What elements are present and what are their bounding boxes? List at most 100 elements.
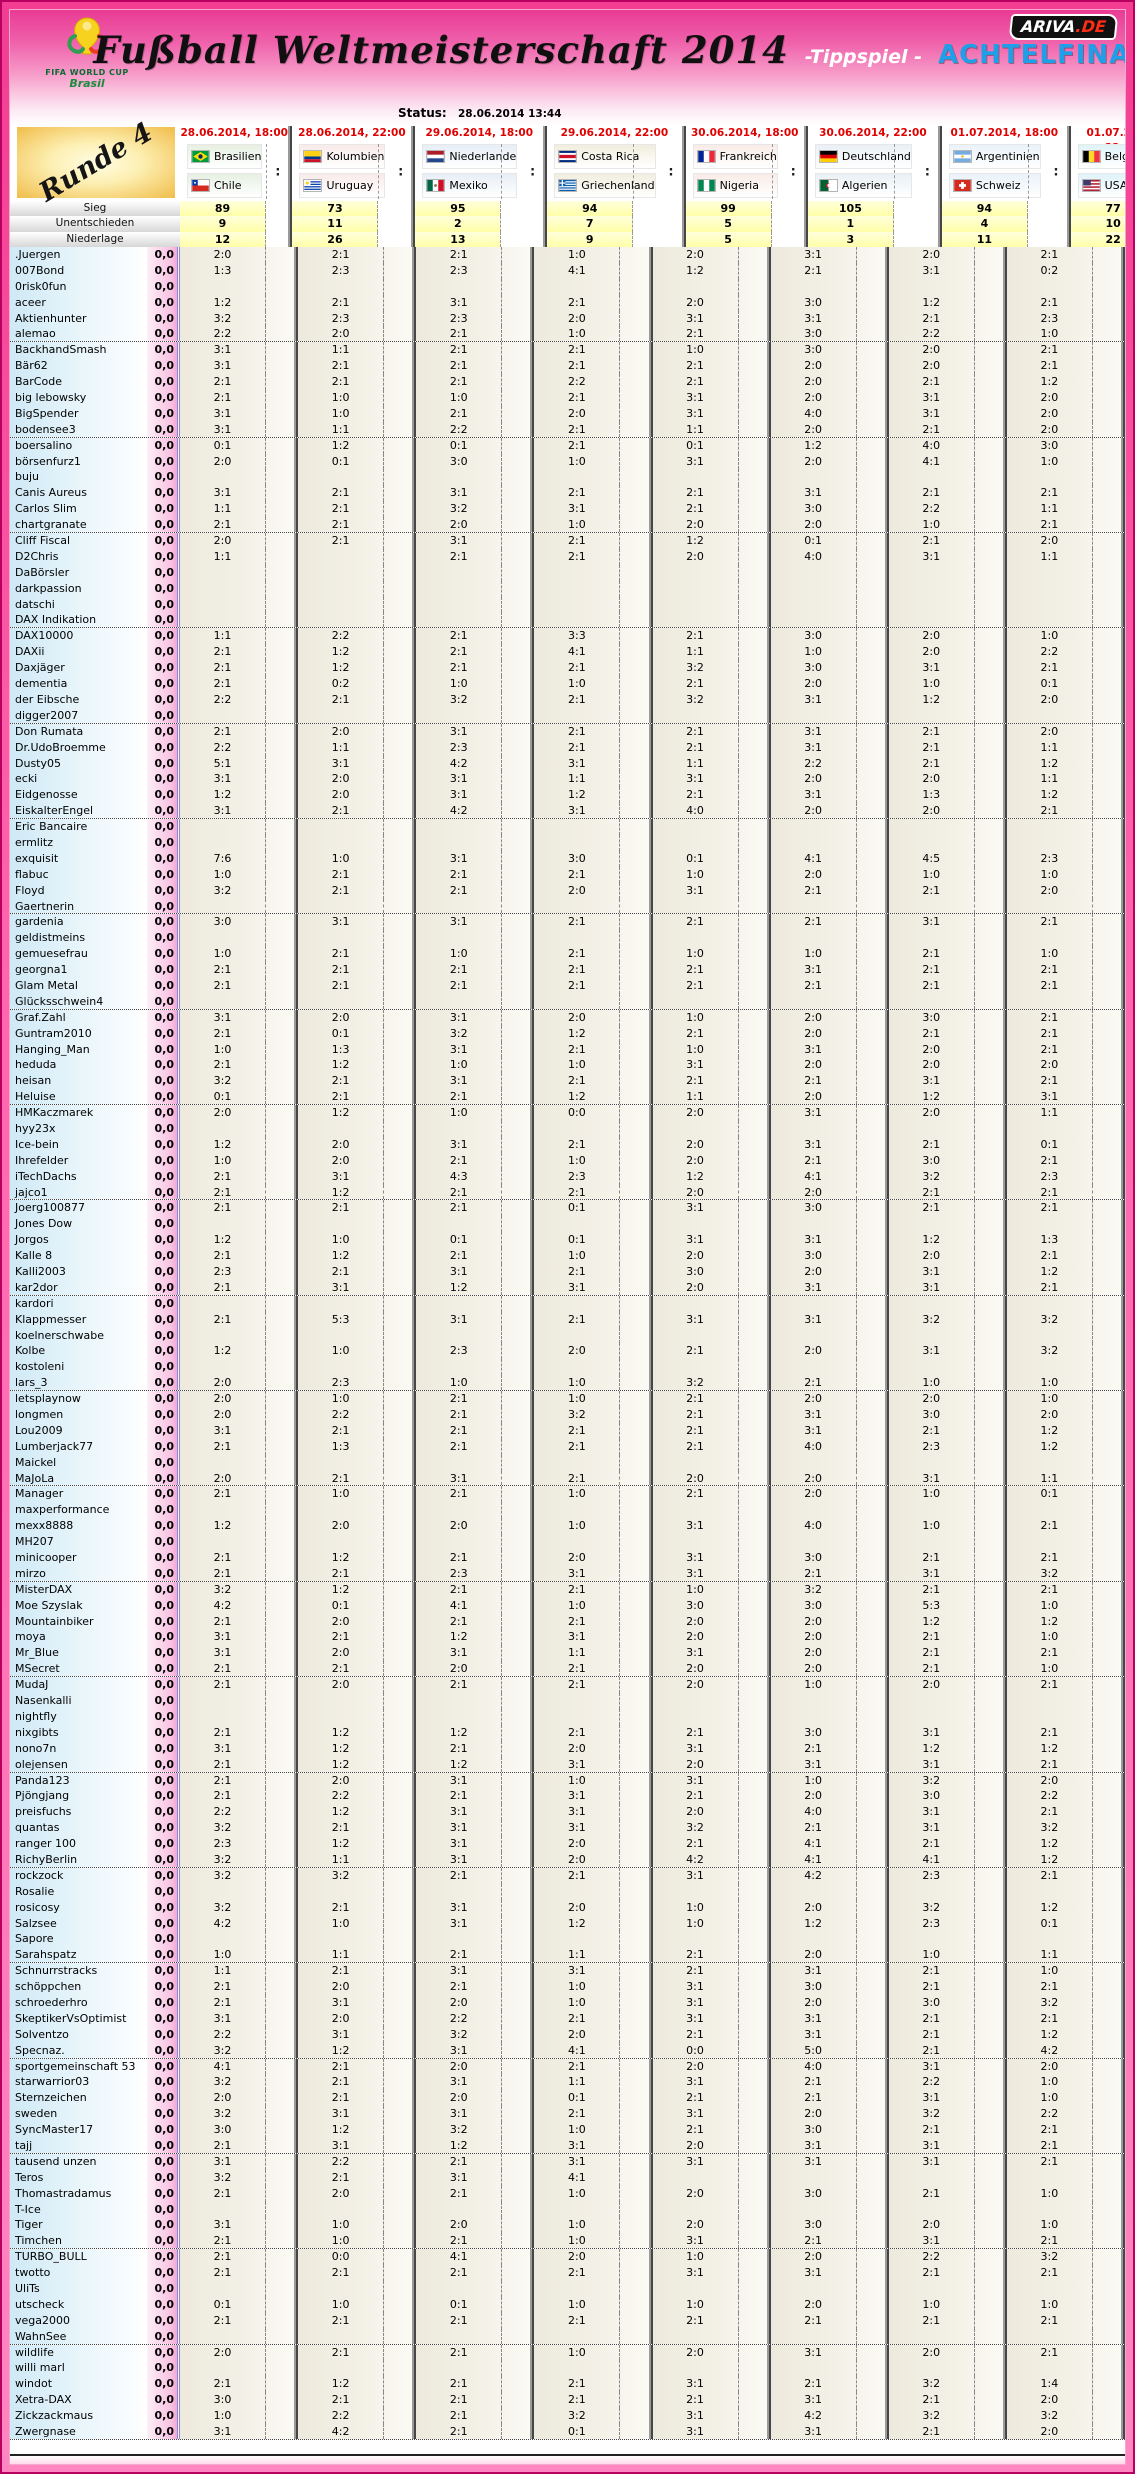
tip-cell: 2:0 [770, 2296, 889, 2313]
tip-cell: 1:0 [652, 1009, 771, 1026]
tip-value: 3:1 [653, 771, 739, 788]
tip-value: 2:1 [889, 1645, 975, 1662]
player-name: Gaertnerin [10, 898, 147, 914]
tip-cell: 0:1 [1006, 676, 1125, 692]
tip-cell: 2:0 [770, 1661, 889, 1677]
tip-value [180, 1359, 266, 1376]
match-datetime: 28.06.2014, 22:00 [298, 127, 406, 139]
tip-cell [416, 1454, 535, 1471]
tip-points [620, 978, 648, 994]
tip-cell: 2:1 [180, 1184, 299, 1200]
tip-points [739, 1773, 767, 1789]
player-name: maxperformance [10, 1502, 147, 1519]
tip-cell [534, 898, 653, 914]
tip-cell: 2:1 [180, 644, 299, 661]
tip-cell: 2:1 [888, 2392, 1007, 2409]
tip-cell: 1:0 [298, 1232, 417, 1249]
tip-points [857, 1264, 885, 1280]
tip-points [1093, 1916, 1121, 1932]
tip-points [384, 1153, 412, 1169]
tip-value: 0:1 [1007, 1486, 1093, 1503]
tip-value: 2:0 [534, 1851, 621, 1867]
tip-points [620, 422, 648, 437]
tip-value: 2:0 [771, 1788, 857, 1805]
tip-cell [888, 1883, 1007, 1900]
tip-points [739, 438, 767, 454]
tip-cell [180, 612, 299, 628]
tip-points [975, 2138, 1003, 2153]
tip-value: 3:1 [416, 1963, 503, 1980]
tip-value [416, 1295, 503, 1312]
tip-points [266, 422, 294, 437]
tip-value: 1:0 [1007, 1629, 1093, 1646]
player-score: 0,0 [147, 660, 180, 677]
tip-points [739, 2408, 767, 2424]
tip-value: 2:2 [298, 2153, 385, 2170]
tip-cell: 2:2 [888, 2249, 1007, 2266]
tip-cell: 3:1 [770, 2137, 889, 2153]
tip-value: 2:1 [653, 1343, 739, 1360]
tip-value: 3:1 [771, 2153, 857, 2170]
tip-value: 4:2 [771, 2408, 857, 2425]
tip-points [975, 771, 1003, 787]
tip-points [975, 835, 1003, 851]
tip-value: 3:0 [771, 2122, 857, 2138]
tip-value: 2:1 [1007, 2122, 1093, 2138]
tip-cell: 1:0 [534, 2185, 653, 2202]
tip-value [534, 1693, 621, 1709]
tip-cell: 4:5 [888, 850, 1007, 867]
tip-cell: 0:1 [298, 453, 417, 470]
tip-value: 2:1 [771, 2233, 857, 2249]
tip-points [857, 883, 885, 899]
tip-points [502, 438, 530, 454]
tip-cell [888, 278, 1007, 295]
tip-cell: 2:0 [888, 644, 1007, 661]
tip-value: 3:1 [416, 1772, 503, 1789]
tip-cell: 1:0 [1006, 326, 1125, 342]
tip-value: 2:1 [771, 1375, 857, 1391]
tip-value: 3:2 [889, 1168, 975, 1185]
tip-points [857, 1979, 885, 1995]
tip-cell: 1:2 [180, 1518, 299, 1535]
flag-uruguay-icon [303, 179, 323, 192]
tip-cell: 3:2 [652, 1375, 771, 1391]
tip-cell: 2:1 [534, 2376, 653, 2393]
tip-points [1093, 1677, 1121, 1693]
tip-value: 2:2 [298, 1407, 385, 1423]
ariva-logo[interactable]: ARIVA.DE [1008, 14, 1119, 40]
tip-value: 2:1 [889, 1422, 975, 1439]
tip-points [266, 2424, 294, 2439]
tip-value [298, 1502, 385, 1519]
tip-cell: 3:1 [180, 1422, 299, 1439]
tip-value: 3:1 [180, 2010, 266, 2027]
tip-value: 3:1 [771, 1279, 857, 1295]
tip-points [739, 2376, 767, 2392]
tip-cell: 2:1 [1006, 1518, 1125, 1535]
tip-value [180, 2328, 266, 2344]
tip-cell [770, 1693, 889, 1709]
tip-value: 3:2 [180, 882, 266, 899]
tip-value: 2:1 [653, 358, 739, 375]
tip-cell: 3:2 [888, 1899, 1007, 1916]
tip-points [384, 1089, 412, 1104]
player-row: rosicosy 0,0 3:2 2:1 3:1 2:0 1:0 2:0 3:2 1:2 [10, 1899, 1125, 1916]
tip-value: 2:1 [889, 2122, 975, 2138]
tip-points [739, 1852, 767, 1867]
tip-cell [298, 1693, 417, 1709]
tip-value: 2:1 [298, 2169, 385, 2186]
tip-cell [180, 834, 299, 851]
tip-cell: 2:1 [534, 2312, 653, 2329]
tip-value: 1:0 [1007, 2217, 1093, 2234]
tip-cell: 3:2 [180, 2042, 299, 2058]
tip-points [620, 501, 648, 517]
tip-value: 2:1 [416, 342, 503, 359]
tip-points [857, 374, 885, 390]
tip-cell: 2:1 [770, 977, 889, 994]
tip-points [975, 1232, 1003, 1248]
tip-value: 3:2 [180, 1851, 266, 1867]
tip-cell: 1:0 [1006, 2185, 1125, 2202]
tip-cell [416, 278, 535, 295]
tip-points [620, 612, 648, 627]
tip-cell: 4:0 [770, 405, 889, 422]
player-name: SkeptikerVsOptimist [10, 2010, 147, 2027]
